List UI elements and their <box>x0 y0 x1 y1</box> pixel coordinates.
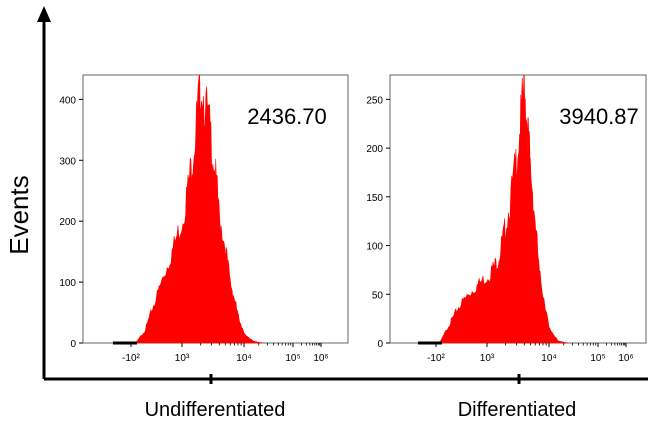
panel-differentiated: 0 50 100 150 200 250 -10² 10³ 10⁴ 10⁵ 10⁶ 3940.87 <box>366 74 647 364</box>
x-tick-label: -10² <box>122 353 140 364</box>
y-tick-label: 250 <box>366 95 383 106</box>
y-tick-label: 0 <box>377 339 383 350</box>
y-tick-label: 400 <box>59 95 76 106</box>
y-tick-label: 100 <box>59 278 76 289</box>
x-tick-label: 10⁶ <box>313 353 328 364</box>
y-axis-title: Events <box>4 175 34 255</box>
outer-y-axis-arrow <box>37 6 51 22</box>
y-tick-label: 200 <box>59 217 76 228</box>
mean-annotation: 2436.70 <box>247 104 327 129</box>
panel-undifferentiated: 0 100 200 300 400 -10² 10³ 10⁴ 10⁵ 10⁶ 2436.70 <box>59 74 349 364</box>
y-tick-label: 200 <box>366 144 383 155</box>
y-tick-label: 300 <box>59 156 76 167</box>
x-tick-label: 10⁵ <box>285 353 300 364</box>
x-tick-label: 10⁵ <box>590 353 605 364</box>
y-tick-label: 50 <box>372 290 384 301</box>
y-tick-label: 100 <box>366 242 383 253</box>
histogram-area <box>435 74 568 344</box>
x-tick-label: 10³ <box>480 353 495 364</box>
histogram-area <box>131 74 263 344</box>
mean-annotation: 3940.87 <box>559 104 639 129</box>
x-tick-label: 10⁴ <box>541 353 556 364</box>
x-tick-label: 10⁶ <box>618 353 633 364</box>
y-tick-label: 150 <box>366 193 383 204</box>
x-tick-label: 10³ <box>175 353 190 364</box>
panel-undifferentiated-label: Undifferentiated <box>145 399 286 421</box>
x-tick-label: 10⁴ <box>236 353 251 364</box>
panel-differentiated-label: Differentiated <box>458 399 577 421</box>
y-tick-label: 0 <box>70 339 76 350</box>
x-tick-label: -10² <box>427 353 445 364</box>
